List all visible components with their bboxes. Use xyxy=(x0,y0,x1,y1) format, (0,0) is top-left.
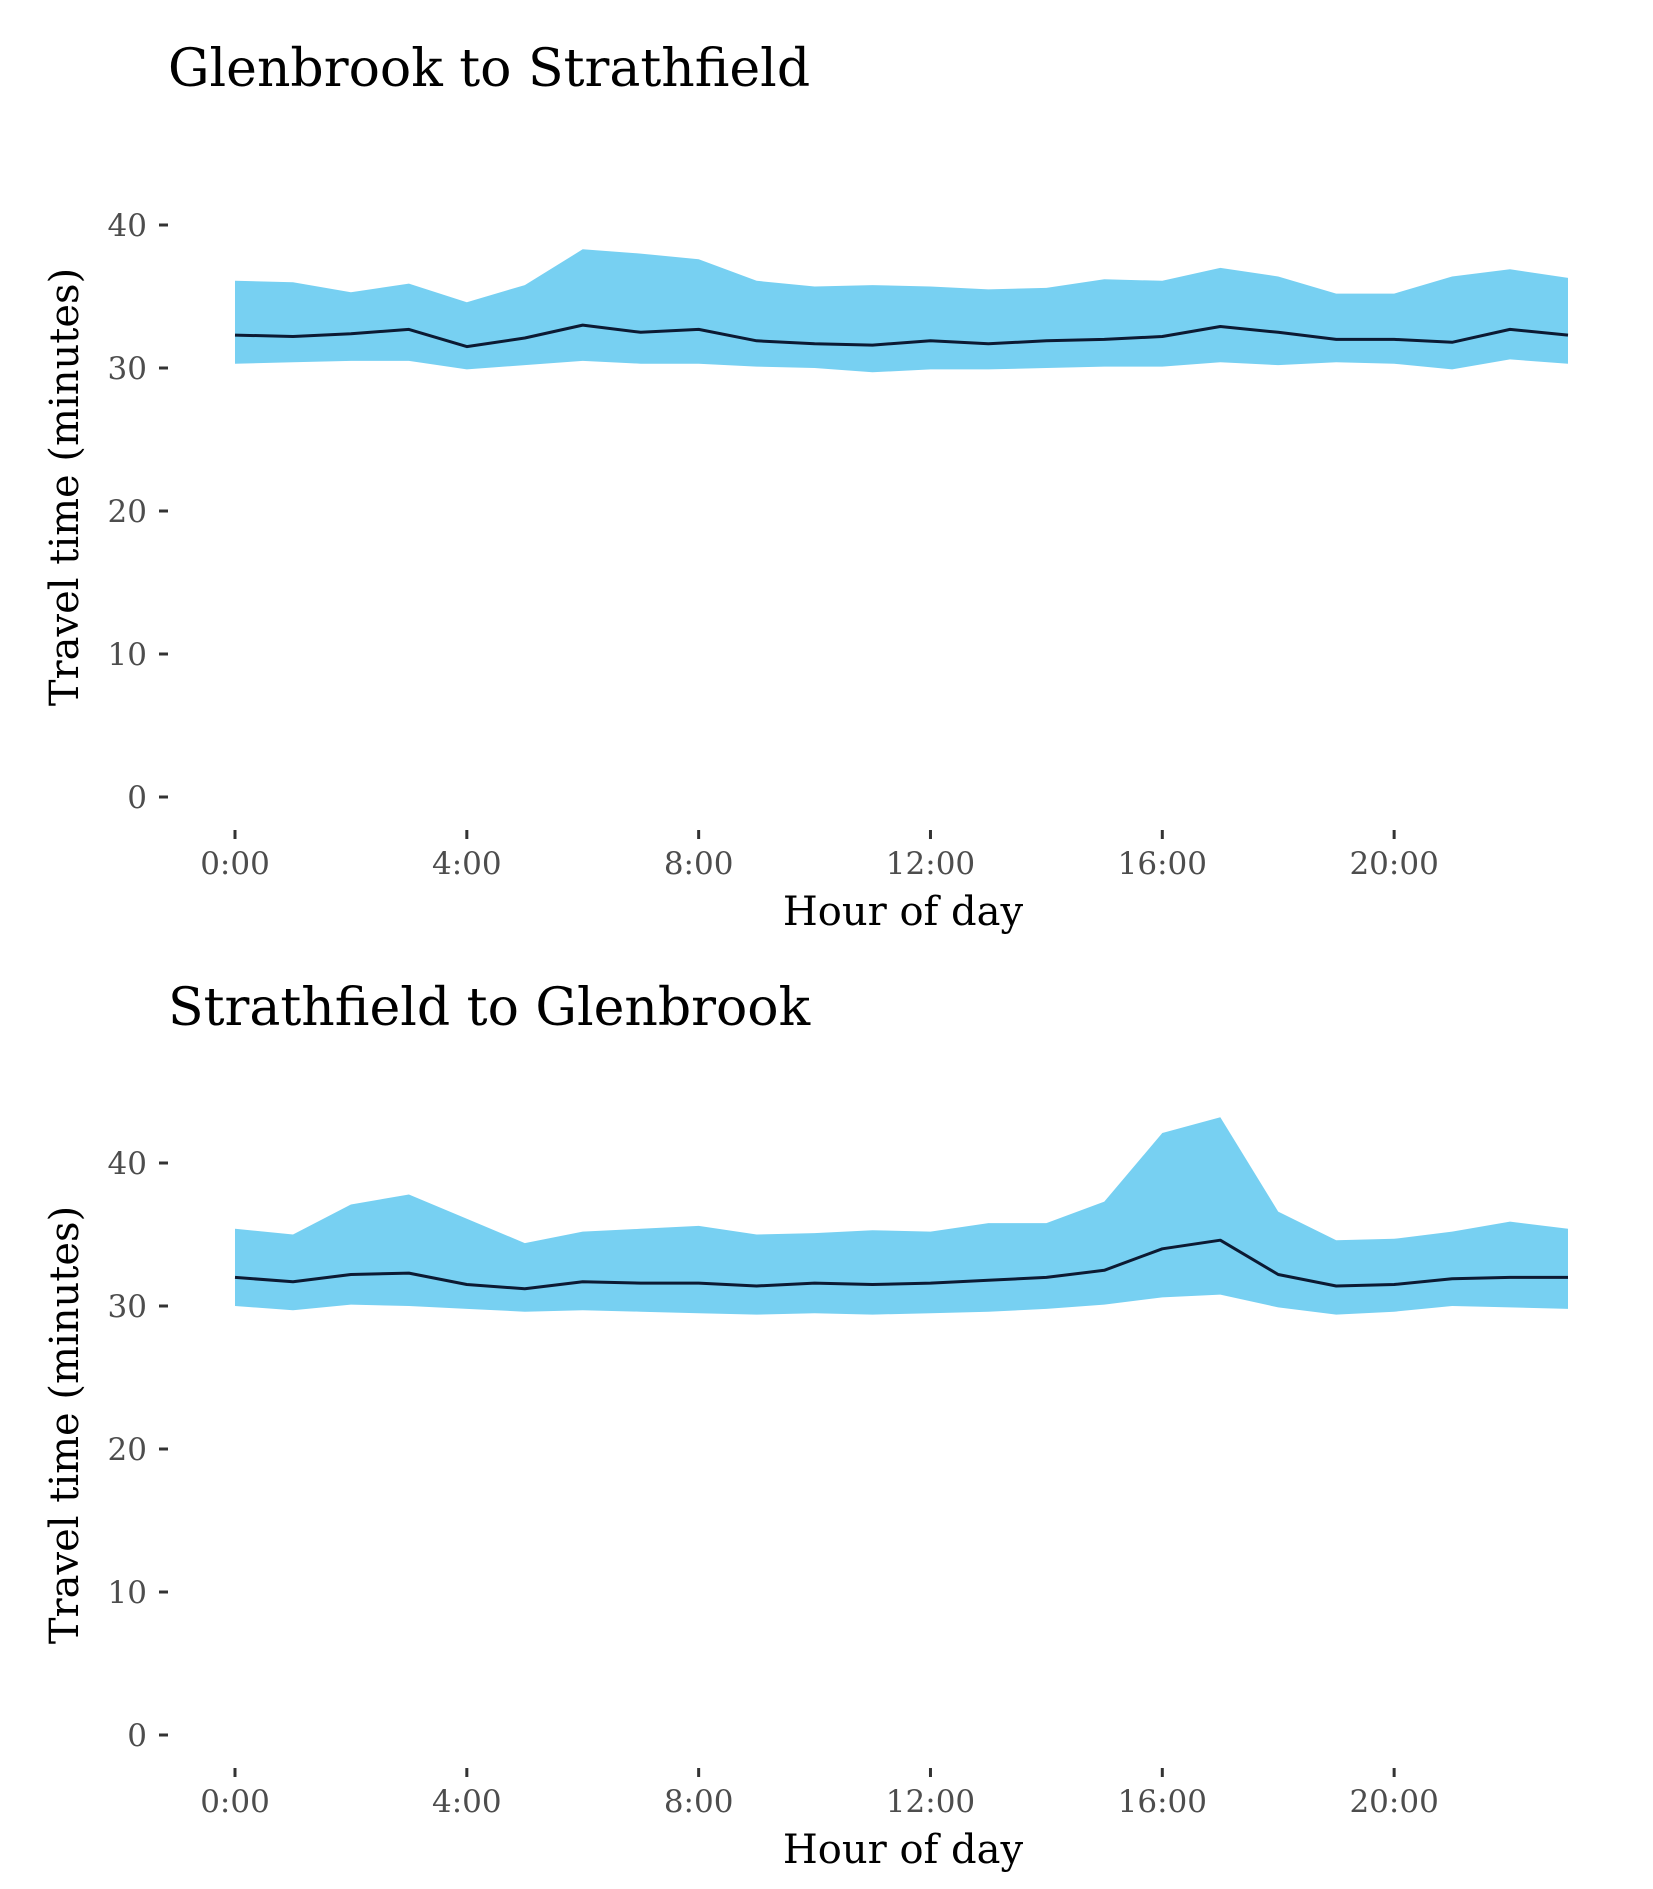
y-tick-label: 40 xyxy=(108,1146,147,1182)
x-tick-label: 16:00 xyxy=(1118,846,1207,882)
x-tick-label: 0:00 xyxy=(200,846,270,882)
x-tick-label: 12:00 xyxy=(886,846,975,882)
x-axis-label: Hour of day xyxy=(783,1827,1024,1873)
y-tick-label: 30 xyxy=(108,351,147,387)
x-tick-label: 20:00 xyxy=(1349,846,1438,882)
x-tick-label: 20:00 xyxy=(1349,1784,1438,1820)
y-axis: 0 10 20 30 40 xyxy=(108,1146,168,1754)
y-tick-label: 0 xyxy=(127,1718,147,1754)
x-axis-label: Hour of day xyxy=(783,889,1024,935)
y-tick-label: 20 xyxy=(108,1432,147,1468)
x-axis: 0:00 4:00 8:00 12:00 16:00 20:00 xyxy=(200,830,1439,882)
y-tick-label: 10 xyxy=(108,1575,147,1611)
median-line xyxy=(234,1238,1568,1291)
y-tick-label: 10 xyxy=(108,637,147,673)
x-tick-label: 16:00 xyxy=(1118,1784,1207,1820)
y-tick-label: 0 xyxy=(127,780,147,816)
y-axis: 0 10 20 30 40 xyxy=(108,208,168,816)
chart-title: Strathfield to Glenbrook xyxy=(168,978,811,1038)
median-line xyxy=(234,323,1569,349)
x-tick-label: 8:00 xyxy=(664,1784,734,1820)
y-axis-label: Travel time (minutes) xyxy=(42,268,88,706)
x-tick-label: 8:00 xyxy=(664,846,734,882)
interval-band xyxy=(235,249,1568,373)
x-tick-label: 0:00 xyxy=(200,1784,270,1820)
x-axis: 0:00 4:00 8:00 12:00 16:00 20:00 xyxy=(200,1768,1439,1820)
chart-panel-strathfield-to-glenbrook: Strathfield to Glenbrook Travel time (mi… xyxy=(42,978,1568,1873)
chart-panel-glenbrook-to-strathfield: Glenbrook to Strathfield Travel time (mi… xyxy=(42,39,1569,935)
y-tick-label: 20 xyxy=(108,494,147,530)
x-tick-label: 4:00 xyxy=(432,1784,502,1820)
y-axis-label: Travel time (minutes) xyxy=(42,1206,88,1644)
x-tick-label: 12:00 xyxy=(886,1784,975,1820)
y-tick-label: 40 xyxy=(108,208,147,244)
y-tick-label: 30 xyxy=(108,1289,147,1325)
chart-title: Glenbrook to Strathfield xyxy=(168,39,810,99)
interval-band xyxy=(235,1117,1568,1315)
x-tick-label: 4:00 xyxy=(432,846,502,882)
